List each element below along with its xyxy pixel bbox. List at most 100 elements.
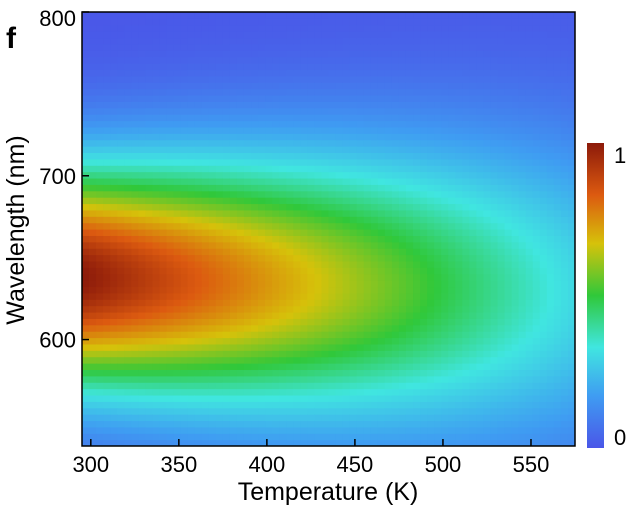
heatmap-cell [455,203,463,211]
heatmap-cell [314,197,323,205]
heatmap-cell [159,190,168,198]
heatmap-cell [490,337,499,345]
heatmap-cell [377,254,386,262]
heatmap-cell [490,43,499,51]
heatmap-cell [427,420,435,428]
heatmap-cell [243,126,252,134]
heatmap-cell [103,171,111,179]
heatmap-cell [377,88,386,96]
heatmap-cell [131,56,139,64]
heatmap-cell [413,126,421,134]
heatmap-cell [525,311,534,319]
heatmap-cell [462,222,470,230]
heatmap-cell [413,158,421,166]
heatmap-cell [314,158,323,166]
heatmap-cell [363,94,372,102]
heatmap-cell [356,63,365,71]
heatmap-cell [180,94,189,102]
heatmap-cell [131,101,139,109]
heatmap-cell [511,350,520,358]
heatmap-cell [229,292,238,300]
heatmap-cell [124,407,132,415]
heatmap-cell [265,152,273,160]
heatmap-cell [518,146,527,154]
heatmap-cell [258,158,266,166]
heatmap-cell [138,222,146,230]
heatmap-cell [356,420,365,428]
heatmap-cell [222,280,231,288]
heatmap-cell [504,407,513,415]
heatmap-cell [476,24,485,32]
heatmap-cell [349,56,358,64]
heatmap-cell [349,209,358,217]
heatmap-cell [145,12,154,19]
heatmap-cell [469,363,477,371]
heatmap-cell [258,414,266,422]
heatmap-cell [110,363,118,371]
heatmap-cell [222,88,231,96]
heatmap-cell [279,126,287,134]
heatmap-cell [110,235,118,243]
heatmap-cell [159,24,168,32]
heatmap-cell [370,363,379,371]
heatmap-cell [532,414,541,422]
heatmap-cell [497,305,506,313]
heatmap-cell [434,101,442,109]
heatmap-cell [546,369,555,377]
heatmap-cell [511,209,520,217]
heatmap-cell [342,158,351,166]
heatmap-cell [89,343,97,351]
heatmap-cell [265,190,273,198]
heatmap-cell [187,414,196,422]
heatmap-cell [131,158,139,166]
heatmap-cell [539,171,548,179]
heatmap-cell [187,318,196,326]
heatmap-cell [321,158,330,166]
heatmap-cell [201,260,210,268]
heatmap-cell [504,363,513,371]
heatmap-cell [525,146,534,154]
heatmap-cell [321,433,330,441]
heatmap-cell [413,350,421,358]
heatmap-cell [124,158,132,166]
heatmap-cell [258,331,266,339]
heatmap-cell [342,369,351,377]
heatmap-cell [328,324,337,332]
heatmap-cell [560,369,569,377]
heatmap-cell [370,43,379,51]
heatmap-cell [370,388,379,396]
heatmap-cell [413,133,421,141]
heatmap-cell [286,375,294,383]
heatmap-cell [208,407,217,415]
heatmap-cell [448,414,456,422]
heatmap-cell [89,292,97,300]
heatmap-cell [567,203,575,211]
heatmap-cell [405,426,414,434]
heatmap-cell [328,394,337,402]
heatmap-cell [166,414,175,422]
heatmap-cell [328,184,337,192]
heatmap-cell [328,318,337,326]
heatmap-cell [518,203,527,211]
panel-label: f [6,22,17,55]
heatmap-cell [307,414,316,422]
heatmap-cell [272,88,280,96]
x-tick-label: 300 [72,452,109,477]
heatmap-cell [504,388,513,396]
heatmap-cell [243,69,252,77]
heatmap-cell [427,305,435,313]
heatmap-cell [166,37,175,45]
heatmap-cell [265,394,273,402]
heatmap-cell [110,311,118,319]
heatmap-cell [511,75,520,83]
heatmap-cell [427,63,435,71]
heatmap-cell [370,75,379,83]
heatmap-cell [131,209,139,217]
heatmap-cell [546,88,555,96]
heatmap-cell [145,101,154,109]
heatmap-cell [307,133,316,141]
heatmap-cell [398,37,407,45]
heatmap-cell [173,254,182,262]
heatmap-cell [124,139,132,147]
heatmap-cell [300,273,308,281]
